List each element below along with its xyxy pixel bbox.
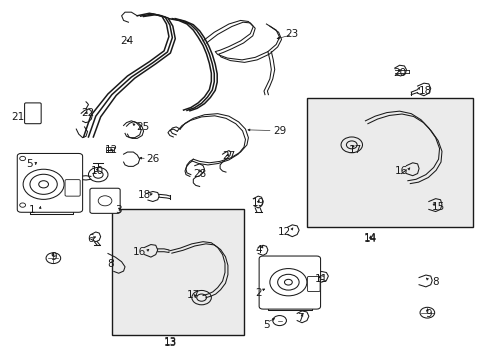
Text: 14: 14	[363, 234, 376, 244]
FancyBboxPatch shape	[307, 276, 320, 292]
Text: 3: 3	[115, 206, 122, 216]
Text: 29: 29	[272, 126, 285, 135]
Text: 18: 18	[418, 86, 431, 96]
Text: 23: 23	[285, 29, 298, 39]
Text: 1: 1	[29, 206, 36, 216]
Text: 5: 5	[26, 159, 32, 169]
Text: 4: 4	[254, 245, 261, 255]
FancyBboxPatch shape	[17, 153, 82, 212]
Text: 8: 8	[107, 259, 114, 269]
Text: 20: 20	[392, 68, 406, 78]
Text: 7: 7	[297, 313, 303, 323]
FancyBboxPatch shape	[90, 188, 120, 213]
Text: 16: 16	[394, 166, 407, 176]
Text: 12: 12	[277, 227, 290, 237]
FancyBboxPatch shape	[259, 256, 320, 309]
Text: 22: 22	[81, 108, 94, 118]
FancyBboxPatch shape	[24, 103, 41, 124]
Text: 16: 16	[132, 247, 146, 257]
Text: 11: 11	[314, 274, 327, 284]
Bar	[112, 210, 243, 335]
Text: 18: 18	[137, 190, 151, 200]
Text: 21: 21	[11, 112, 24, 122]
Text: 27: 27	[222, 150, 235, 161]
Text: 14: 14	[363, 233, 376, 243]
Text: 28: 28	[193, 168, 206, 179]
Text: 10: 10	[90, 166, 103, 176]
Bar	[306, 98, 472, 227]
Text: 9: 9	[50, 252, 57, 262]
Text: 17: 17	[186, 291, 200, 301]
Text: 26: 26	[146, 154, 159, 164]
Text: 15: 15	[431, 202, 445, 212]
Text: 6: 6	[87, 234, 94, 244]
Text: 9: 9	[425, 310, 431, 319]
FancyBboxPatch shape	[65, 180, 80, 196]
Text: 8: 8	[431, 277, 438, 287]
Text: 19: 19	[251, 198, 264, 208]
Text: 13: 13	[163, 338, 177, 348]
Bar	[31, 160, 38, 166]
Text: 12: 12	[105, 144, 118, 154]
Text: 5: 5	[263, 320, 269, 330]
Text: 13: 13	[163, 337, 177, 347]
Text: 24: 24	[120, 36, 133, 46]
Text: 2: 2	[254, 288, 261, 298]
Text: 25: 25	[136, 122, 149, 132]
Text: 17: 17	[348, 144, 362, 154]
